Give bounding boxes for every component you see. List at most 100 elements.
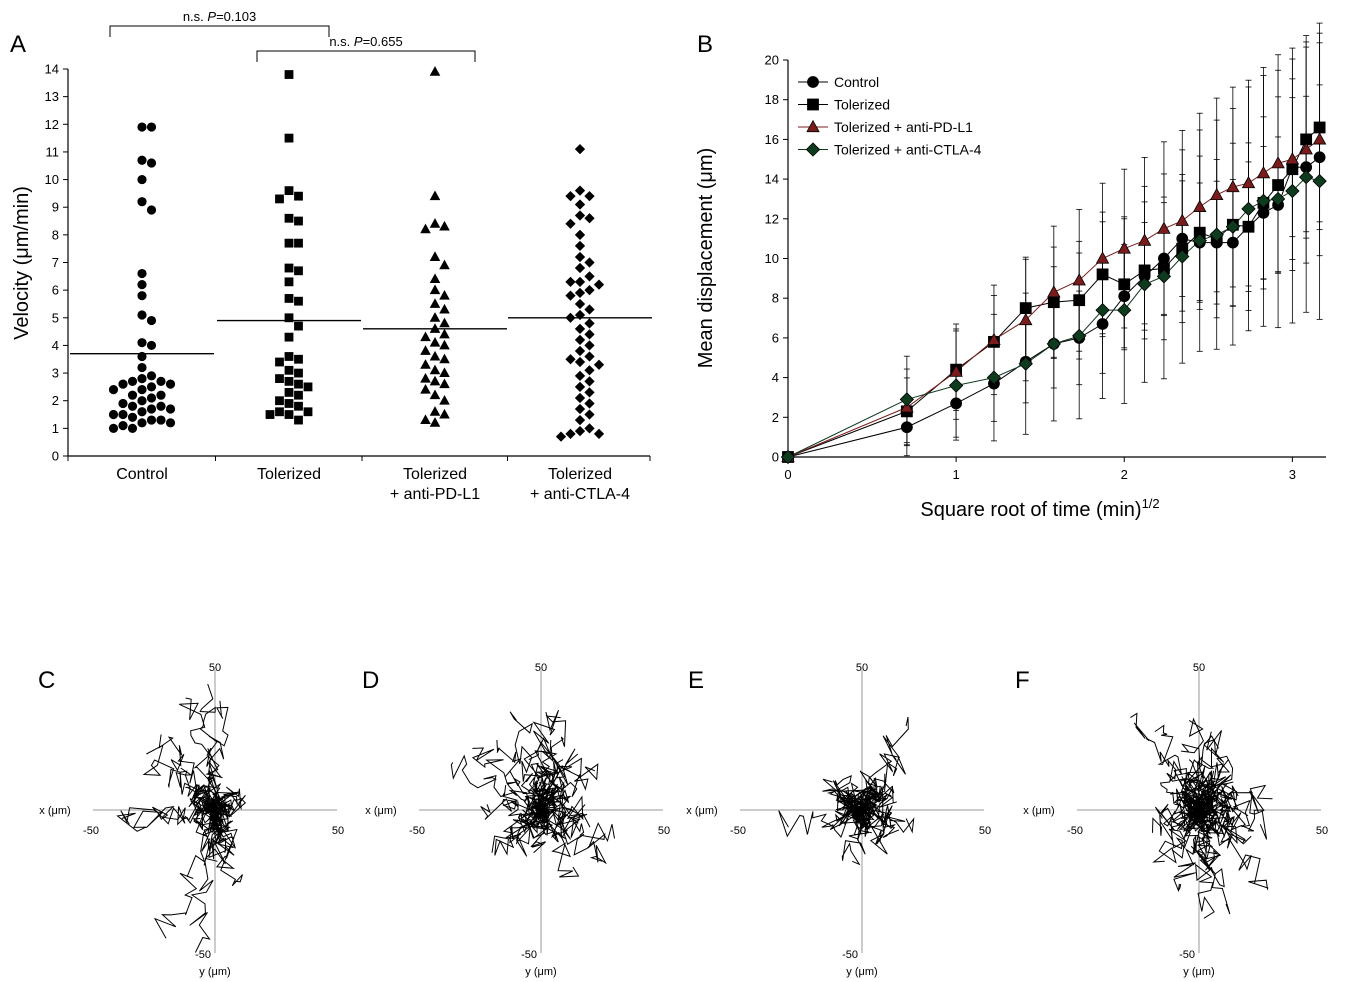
panel-a-point (294, 379, 303, 389)
panel-a-point (284, 332, 294, 342)
cell-track (480, 798, 542, 820)
panel-b-x-tick-label: 3 (1289, 467, 1296, 482)
panel-a-point (574, 229, 586, 240)
panel-a-point (146, 122, 157, 132)
panel-a-y-tick-label: 9 (52, 200, 59, 215)
panel-a-point (574, 309, 586, 321)
panel-a-point (429, 190, 441, 201)
cell-track (1194, 774, 1232, 816)
panel-a-p-value-label: n.s. P=0.103 (183, 9, 256, 24)
panel-b-marker (1158, 252, 1170, 265)
panel-a-point (420, 414, 431, 425)
panel-b-marker (1241, 175, 1256, 189)
panel-a-bracket (109, 25, 330, 37)
cell-track (537, 756, 569, 812)
panel-a-category-label: Tolerized (548, 466, 612, 483)
panel-b-y-tick-label: 4 (772, 370, 779, 385)
panel-a-point (127, 423, 138, 433)
track-plot-d: D 50 -50 -50 50 x (μm) y (μm) (362, 662, 670, 978)
panel-a-point (156, 390, 166, 400)
panel-label-b: B (697, 31, 713, 58)
panel-a-point (593, 279, 605, 290)
panel-a-point (420, 359, 431, 369)
p-value-prefix: n.s. (329, 34, 354, 49)
panel-a-point (574, 356, 586, 368)
panel-b-marker (1175, 213, 1189, 226)
panel-a-point (439, 395, 450, 405)
panel-a-point (284, 133, 294, 143)
panel-b-markers (780, 121, 1327, 465)
panel-b-marker (1118, 290, 1131, 303)
panel-a-point (565, 276, 576, 287)
panel-a-point (294, 238, 303, 248)
panel-a-point (429, 218, 441, 228)
panel-b-legend-marker (807, 76, 819, 88)
track-y-axis-label: y (μm) (525, 966, 556, 978)
panel-a-point (118, 420, 128, 431)
p-value-variable: P (207, 9, 216, 24)
panel-a-point (284, 376, 294, 386)
p-value-prefix: n.s. (183, 9, 208, 24)
panel-a-point (146, 404, 157, 414)
panel-a-point (420, 345, 431, 355)
panel-a-point (294, 401, 303, 411)
panel-a-y-tick-label: 14 (45, 62, 59, 77)
cell-track (852, 803, 875, 835)
panel-a-point (127, 401, 138, 411)
panel-a-point (429, 284, 441, 295)
panel-b-marker (1241, 201, 1256, 217)
panel-b-y-tick-label: 0 (772, 450, 779, 465)
track-y-neg-tick-label: -50 (842, 949, 858, 961)
panel-a-category-label: + anti-PD-L1 (390, 486, 480, 503)
panel-b-marker (1157, 221, 1171, 234)
panel-b-legend-marker (805, 142, 821, 157)
track-y-axis-label: y (μm) (846, 966, 877, 978)
panel-a-point (574, 287, 586, 299)
p-value-variable: P (354, 34, 363, 49)
panel-a-point (574, 414, 586, 426)
panel-b-x-axis-label-sup: 1/2 (1142, 496, 1160, 511)
cell-track (208, 700, 229, 811)
panel-b-y-axis-label: Mean displacement (μm) (695, 148, 717, 369)
panel-b-legend-label: Control (834, 74, 879, 90)
panel-a-point (584, 376, 595, 387)
panel-a-point (574, 298, 586, 310)
panel-a-point (420, 331, 431, 342)
panel-a-point (574, 185, 586, 196)
panel-a-point (429, 273, 441, 284)
track-y-neg-tick-label: -50 (521, 949, 537, 961)
panel-a-point (574, 345, 586, 357)
panel-a-point (137, 280, 147, 290)
panel-a-point (429, 389, 441, 400)
panel-label-d: D (362, 667, 379, 694)
panel-a-point (439, 317, 450, 328)
panel-a-point (137, 407, 147, 417)
panel-a-point (294, 368, 303, 378)
panel-a-point (429, 337, 441, 347)
panel-a-point (429, 375, 441, 386)
panel-a-y-tick-label: 4 (52, 338, 59, 353)
panel-a-point (429, 298, 441, 308)
panel-b-marker (780, 449, 796, 465)
panel-a-point (137, 418, 147, 428)
panel-b-marker (1256, 165, 1271, 179)
panel-a-y-tick-label: 11 (46, 144, 60, 159)
panel-a-point (108, 409, 119, 420)
panel-b-marker (1176, 232, 1189, 245)
panel-b-marker (1226, 179, 1240, 193)
panel-a-point (294, 266, 303, 276)
track-x-axis-label: x (μm) (1023, 805, 1054, 817)
panel-a-point (284, 399, 294, 408)
panel-a-point (165, 418, 176, 428)
panel-b-marker (1271, 156, 1285, 169)
track-y-axis-label: y (μm) (199, 966, 230, 978)
panel-b-marker (1313, 151, 1326, 164)
panel-b-marker (1047, 285, 1061, 298)
panel-a-point (156, 415, 166, 425)
panel-a-point (420, 372, 431, 383)
panel-b-marker (1046, 336, 1061, 352)
track-x-neg-tick-label: -50 (730, 825, 746, 837)
panel-a-point (429, 364, 441, 375)
panel-b-marker (1312, 173, 1327, 189)
